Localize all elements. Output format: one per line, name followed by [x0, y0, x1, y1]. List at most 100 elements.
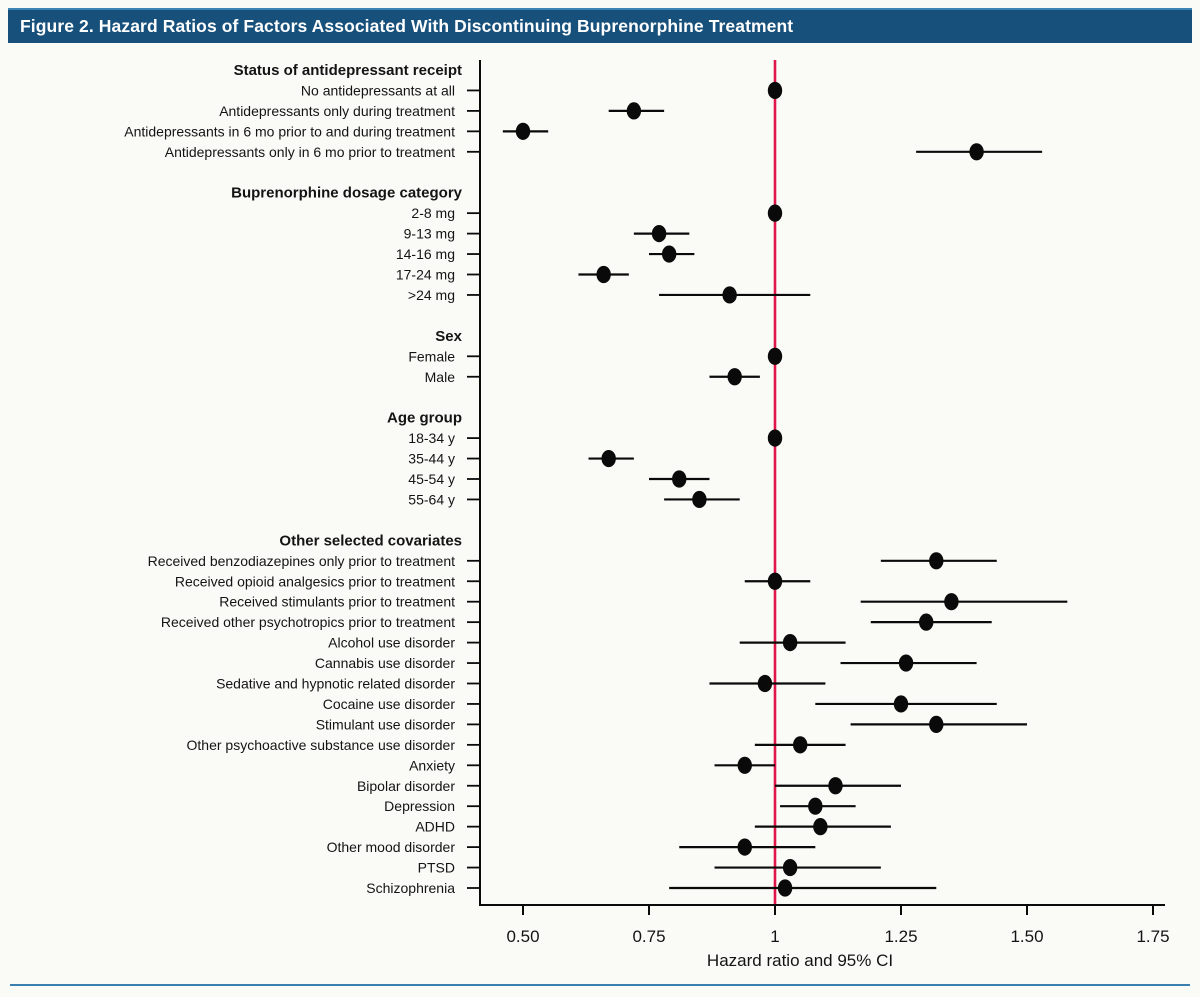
x-tick-label: 1.75 — [1136, 927, 1169, 946]
hr-point — [782, 858, 798, 877]
x-tick-label: 1.25 — [884, 927, 917, 946]
figure-title: Figure 2. Hazard Ratios of Factors Assoc… — [20, 16, 794, 36]
forest-row: 55-64 y — [408, 490, 740, 509]
forest-row: 45-54 y — [408, 470, 710, 488]
row-label: Male — [425, 369, 456, 385]
forest-row: ADHD — [415, 818, 891, 836]
row-label: Received other psychotropics prior to tr… — [161, 614, 455, 630]
row-label: Antidepressants only during treatment — [219, 103, 455, 119]
hr-point — [929, 715, 944, 734]
forest-row: Bipolar disorder — [357, 777, 901, 795]
row-label: Stimulant use disorder — [316, 716, 456, 732]
forest-row: 17-24 mg — [396, 265, 629, 284]
hr-point — [737, 838, 752, 856]
row-label: Received benzodiazepines only prior to t… — [148, 553, 456, 569]
forest-row: Received benzodiazepines only prior to t… — [148, 552, 997, 570]
forest-row: Antidepressants only in 6 mo prior to tr… — [165, 143, 1043, 161]
row-label: PTSD — [418, 860, 455, 876]
hr-point — [692, 490, 707, 509]
forest-row: Antidepressants in 6 mo prior to and dur… — [124, 122, 549, 140]
row-label: 45-54 y — [408, 471, 455, 487]
section-header: Sex — [435, 328, 462, 345]
hr-point — [808, 797, 823, 815]
hr-point — [782, 634, 798, 652]
row-label: Cannabis use disorder — [315, 655, 455, 671]
row-label: Antidepressants only in 6 mo prior to tr… — [165, 144, 455, 160]
row-label: >24 mg — [408, 287, 455, 303]
forest-row: Alcohol use disorder — [328, 634, 846, 652]
forest-row: Stimulant use disorder — [316, 715, 1027, 734]
row-label: Antidepressants in 6 mo prior to and dur… — [124, 123, 455, 139]
hr-point — [651, 225, 667, 243]
row-label: No antidepressants at all — [301, 82, 455, 98]
row-label: Schizophrenia — [366, 880, 455, 896]
hr-point — [737, 756, 752, 774]
x-tick-label: 0.50 — [506, 927, 539, 946]
forest-row: Anxiety — [409, 756, 775, 774]
forest-row: Other mood disorder — [327, 838, 816, 856]
row-label: 35-44 y — [408, 451, 455, 467]
forest-row: 14-16 mg — [396, 245, 695, 263]
hr-point — [777, 879, 793, 897]
hr-point — [722, 286, 737, 304]
hr-point — [767, 429, 783, 447]
forest-row: 18-34 y — [408, 429, 783, 447]
section-header: Other selected covariates — [279, 532, 462, 549]
row-label: 55-64 y — [408, 491, 455, 507]
row-label: 2-8 mg — [411, 205, 455, 221]
forest-row: Schizophrenia — [366, 879, 937, 897]
hr-point — [515, 122, 531, 140]
row-label: Cocaine use disorder — [323, 696, 456, 712]
hr-point — [929, 552, 944, 570]
hr-point — [727, 368, 742, 386]
row-label: Bipolar disorder — [357, 778, 455, 794]
row-label: 18-34 y — [408, 430, 455, 446]
hr-point — [893, 695, 909, 713]
row-label: Other mood disorder — [327, 839, 456, 855]
row-label: 17-24 mg — [396, 267, 455, 283]
forest-row: Received other psychotropics prior to tr… — [161, 613, 992, 631]
forest-row: Cocaine use disorder — [323, 695, 997, 713]
row-label: Depression — [384, 798, 455, 814]
row-label: Other psychoactive substance use disorde… — [187, 737, 456, 753]
hr-point — [757, 674, 773, 693]
row-label: Received stimulants prior to treatment — [219, 594, 455, 610]
hr-point — [672, 470, 687, 488]
hr-point — [626, 102, 642, 120]
row-label: 14-16 mg — [396, 246, 455, 262]
row-label: 9-13 mg — [404, 226, 455, 242]
forest-row: No antidepressants at all — [301, 81, 783, 100]
x-tick-label: 0.75 — [632, 927, 665, 946]
bottom-rule — [10, 984, 1190, 986]
hr-point — [919, 613, 934, 631]
forest-row: Cannabis use disorder — [315, 654, 977, 672]
x-axis-title: Hazard ratio and 95% CI — [707, 951, 893, 970]
hr-point — [596, 265, 611, 284]
forest-row: Received opioid analgesics prior to trea… — [175, 572, 811, 590]
forest-row: Received stimulants prior to treatment — [219, 593, 1068, 611]
forest-row: Female — [408, 347, 783, 365]
forest-row: 2-8 mg — [411, 204, 783, 222]
hr-point — [661, 245, 677, 263]
row-label: Alcohol use disorder — [328, 635, 455, 651]
forest-row: PTSD — [418, 858, 881, 877]
figure-title-bar: Figure 2. Hazard Ratios of Factors Assoc… — [8, 8, 1192, 43]
forest-row: Depression — [384, 797, 856, 815]
hr-point — [767, 204, 783, 222]
row-label: Received opioid analgesics prior to trea… — [175, 573, 455, 589]
x-tick-label: 1 — [770, 927, 779, 946]
row-label: Female — [408, 348, 455, 364]
hr-point — [969, 143, 984, 161]
forest-row: 9-13 mg — [404, 225, 690, 243]
row-label: Anxiety — [409, 757, 455, 773]
hr-point — [944, 593, 959, 611]
hr-point — [767, 347, 783, 365]
forest-row: Antidepressants only during treatment — [219, 102, 665, 120]
hr-point — [793, 736, 808, 754]
hr-point — [767, 572, 783, 590]
row-label: ADHD — [415, 819, 455, 835]
forest-row: 35-44 y — [408, 449, 634, 468]
x-tick-label: 1.50 — [1010, 927, 1043, 946]
section-header: Age group — [387, 410, 462, 427]
